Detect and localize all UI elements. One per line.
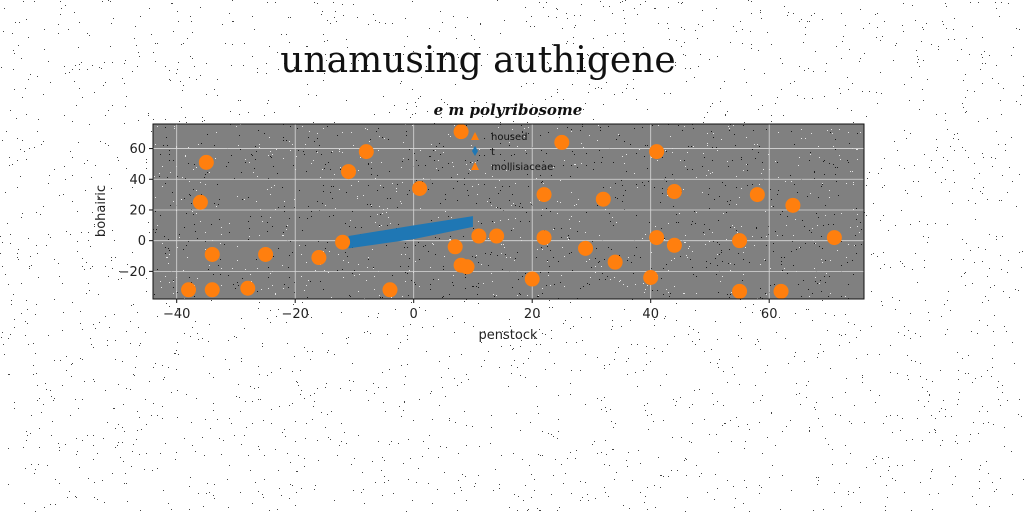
scatter-point <box>826 230 842 246</box>
scatter-point <box>471 228 487 244</box>
scatter-point <box>773 283 789 299</box>
scatter-point <box>578 240 594 256</box>
scatter-point <box>447 239 463 255</box>
scatter-point <box>666 237 682 253</box>
plot-area <box>152 123 865 300</box>
scatter-point <box>732 283 748 299</box>
x-tick-label: 0 <box>410 307 418 322</box>
plot-background <box>153 124 864 299</box>
legend-marker-t <box>472 146 478 156</box>
scatter-point <box>666 184 682 200</box>
scatter-point <box>749 187 765 203</box>
scatter-point <box>536 230 552 246</box>
scatter-point <box>341 164 357 180</box>
scatter-point <box>198 154 214 170</box>
scatter-point <box>607 254 623 270</box>
scatter-point <box>536 187 552 203</box>
x-tick-label: 60 <box>761 307 778 322</box>
scatter-point <box>489 228 505 244</box>
scatter-point <box>382 282 398 298</box>
scatter-point <box>258 246 274 262</box>
scatter-point <box>335 234 351 250</box>
y-axis-label: bohairic <box>94 185 109 237</box>
x-tick-label: −20 <box>281 307 308 322</box>
scatter-point <box>554 134 570 150</box>
y-tick-label: 40 <box>129 173 146 188</box>
legend-label: t <box>491 147 495 158</box>
y-axis-ticks: −20 0 20 40 60 <box>119 142 153 280</box>
legend-label: mollisiaceae <box>491 162 553 173</box>
scatter-point <box>204 246 220 262</box>
legend-marker <box>471 162 479 170</box>
x-tick-label: 40 <box>642 307 659 322</box>
legend-label: housed <box>491 132 528 143</box>
scatter-point <box>649 144 665 160</box>
chart-subtitle: e m polyribosome <box>434 101 583 119</box>
scatter-point <box>311 250 327 266</box>
scatter-point <box>524 271 540 287</box>
x-tick-label: −40 <box>163 307 190 322</box>
scatter-point <box>643 270 659 286</box>
legend: housed t mollisiaceae <box>471 132 553 173</box>
x-axis-label: penstock <box>479 328 538 343</box>
chart-title: unamusing authigene <box>280 40 675 81</box>
grid-lines <box>153 124 864 299</box>
scatter-point <box>240 280 256 296</box>
scatter-point <box>595 191 611 207</box>
scatter-point <box>412 180 428 196</box>
scatter-point <box>649 230 665 246</box>
scatter-point <box>192 194 208 210</box>
scatter-point <box>785 197 801 213</box>
y-tick-label: 20 <box>129 203 146 218</box>
legend-marker <box>471 132 479 140</box>
y-tick-label: 0 <box>138 234 146 249</box>
series-layer <box>181 124 842 299</box>
scatter-point <box>358 144 374 160</box>
y-tick-label: 60 <box>129 142 146 157</box>
y-tick-label: −20 <box>119 265 146 280</box>
x-axis-ticks: −40 −20 0 20 40 60 <box>163 299 777 322</box>
scatter-point <box>453 124 469 140</box>
scatter-point <box>181 282 197 298</box>
plot-frame <box>152 123 865 300</box>
scatter-point <box>732 233 748 249</box>
scatter-point <box>204 282 220 298</box>
x-tick-label: 20 <box>524 307 541 322</box>
scatter-point <box>459 259 475 275</box>
band-t <box>348 216 473 249</box>
